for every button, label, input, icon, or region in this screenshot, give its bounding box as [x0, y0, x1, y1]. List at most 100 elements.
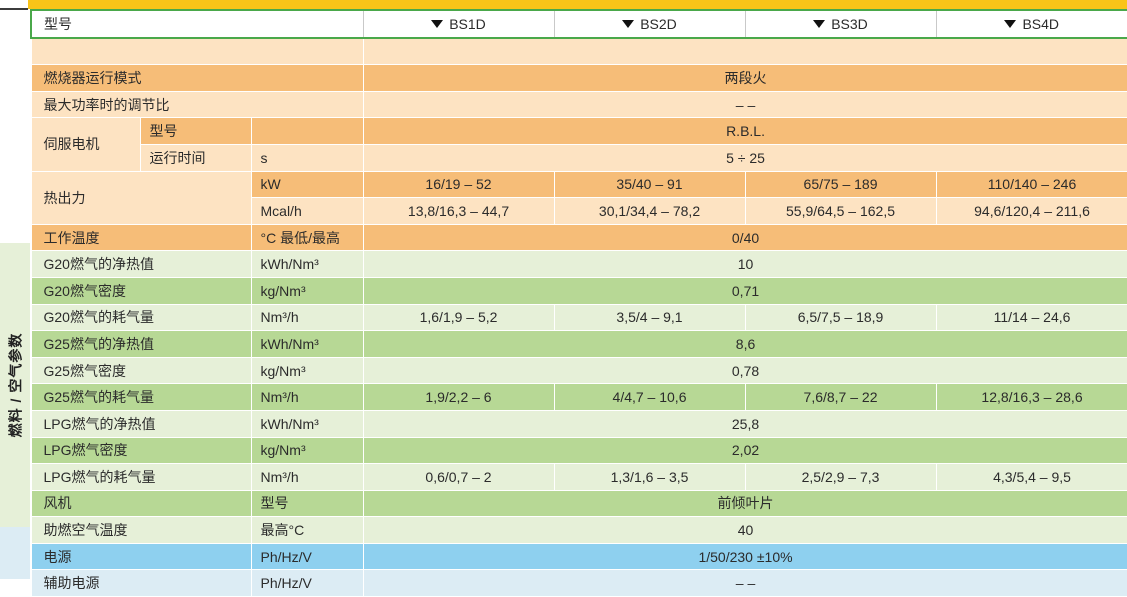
row-value: 55,9/64,5 – 162,5: [744, 197, 937, 225]
row-unit: Nm³/h: [250, 463, 364, 491]
model-name: BS2D: [640, 15, 677, 32]
row-label: 助燃空气温度: [30, 516, 252, 544]
row-label: LPG燃气密度: [30, 436, 252, 465]
table-row-g25-consumption: G25燃气的耗气量 Nm³/h 1,9/2,2 – 6 4/4,7 – 10,6…: [30, 383, 1127, 411]
row-label: G25燃气的耗气量: [30, 383, 252, 411]
row-value: 2,5/2,9 – 7,3: [744, 463, 937, 491]
row-value: 11/14 – 24,6: [935, 303, 1127, 332]
row-value: 3,5/4 – 9,1: [553, 303, 746, 332]
fuel-air-section-text: 燃料 / 空气参数: [7, 332, 24, 438]
row-label: 辅助电源: [30, 569, 252, 597]
row-value: 6,5/7,5 – 18,9: [744, 303, 937, 332]
row-value: 35/40 – 91: [553, 170, 746, 199]
row-label: 最大功率时的调节比: [30, 90, 364, 119]
spacer-cell: [30, 37, 364, 66]
model-column-bs1d[interactable]: BS1D: [362, 9, 555, 39]
row-value: R.B.L.: [362, 117, 1127, 145]
row-value: 110/140 – 246: [935, 170, 1127, 199]
triangle-down-icon: [431, 19, 444, 28]
electrical-section-band: [0, 527, 30, 579]
row-label: G20燃气的耗气量: [30, 303, 252, 332]
row-value: 0,71: [362, 276, 1127, 305]
row-label: 伺服电机: [30, 117, 141, 172]
row-value: 1,6/1,9 – 5,2: [362, 303, 555, 332]
row-value: 两段火: [362, 64, 1127, 92]
row-value: 2,02: [362, 436, 1127, 465]
table-row-g25-density: G25燃气密度 kg/Nm³ 0,78: [30, 356, 1127, 385]
table-row-ratio: 最大功率时的调节比 – –: [30, 90, 1127, 119]
row-unit: [250, 117, 364, 145]
row-value: 4,3/5,4 – 9,5: [935, 463, 1127, 491]
row-label: G20燃气密度: [30, 276, 252, 305]
model-name: BS3D: [831, 15, 868, 32]
row-unit: kg/Nm³: [250, 436, 364, 465]
row-unit: kg/Nm³: [250, 276, 364, 305]
row-value: 13,8/16,3 – 44,7: [362, 197, 555, 225]
row-unit: Ph/Hz/V: [250, 542, 364, 571]
row-unit: kWh/Nm³: [250, 330, 364, 358]
table-row-air-temp: 助燃空气温度 最高°C 40: [30, 516, 1127, 544]
row-value: 40: [362, 516, 1127, 544]
row-unit: Nm³/h: [250, 383, 364, 411]
row-label: G25燃气密度: [30, 356, 252, 385]
row-unit: 型号: [250, 489, 364, 518]
table-row-heat-kw: 热出力 kW 16/19 – 52 35/40 – 91 65/75 – 189…: [30, 170, 1127, 225]
fuel-air-section-label: 燃料 / 空气参数: [0, 243, 30, 527]
row-value: 0,6/0,7 – 2: [362, 463, 555, 491]
row-value: 12,8/16,3 – 28,6: [935, 383, 1127, 411]
row-sublabel: 运行时间: [139, 143, 252, 172]
row-value: 10: [362, 250, 1127, 278]
model-column-bs4d[interactable]: BS4D: [935, 9, 1127, 39]
model-name: BS1D: [449, 15, 486, 32]
row-value: 8,6: [362, 330, 1127, 358]
top-rule: [0, 8, 28, 10]
table-row-lpg-consumption: LPG燃气的耗气量 Nm³/h 0,6/0,7 – 2 1,3/1,6 – 3,…: [30, 463, 1127, 491]
table-row-heat-mcal: Mcal/h 13,8/16,3 – 44,7 30,1/34,4 – 78,2…: [31, 197, 1127, 225]
triangle-down-icon: [813, 19, 826, 28]
row-label: LPG燃气的净热值: [30, 409, 252, 438]
triangle-down-icon: [622, 19, 635, 28]
model-name: BS4D: [1022, 15, 1060, 32]
row-value: 5 ÷ 25: [362, 143, 1127, 172]
table-row-g20-consumption: G20燃气的耗气量 Nm³/h 1,6/1,9 – 5,2 3,5/4 – 9,…: [30, 303, 1127, 332]
row-value: 65/75 – 189: [744, 170, 937, 199]
row-value: 0,78: [362, 356, 1127, 385]
spec-table: 型号 BS1D BS2D BS3D BS4D 燃烧器运行模式 两段火 最大功率时…: [29, 9, 1127, 597]
fuel-section-band: [0, 243, 30, 527]
table-row-power: 电源 Ph/Hz/V 1/50/230 ±10%: [30, 542, 1127, 571]
row-label: 热出力: [30, 170, 252, 225]
row-unit: kWh/Nm³: [250, 250, 364, 278]
model-column-bs2d[interactable]: BS2D: [553, 9, 746, 39]
table-row-lpg-heat: LPG燃气的净热值 kWh/Nm³ 25,8: [30, 409, 1127, 438]
row-unit: kW: [250, 170, 364, 199]
row-value: 7,6/8,7 – 22: [744, 383, 937, 411]
table-row-mode: 燃烧器运行模式 两段火: [30, 64, 1127, 92]
row-unit: Ph/Hz/V: [250, 569, 364, 597]
row-label: 燃烧器运行模式: [30, 64, 364, 92]
row-label: G25燃气的净热值: [30, 330, 252, 358]
row-unit: s: [250, 143, 364, 172]
row-sublabel: 型号: [139, 117, 252, 145]
row-value: 4/4,7 – 10,6: [553, 383, 746, 411]
top-accent-bar: [28, 0, 1127, 9]
header-label: 型号: [29, 9, 364, 39]
row-label: 电源: [30, 542, 252, 571]
row-value: 30,1/34,4 – 78,2: [553, 197, 746, 225]
row-value: – –: [362, 90, 1127, 119]
row-value: 16/19 – 52: [362, 170, 555, 199]
table-row-g20-heat: G20燃气的净热值 kWh/Nm³ 10: [30, 250, 1127, 278]
triangle-down-icon: [1004, 19, 1017, 28]
row-value: 0/40: [362, 223, 1127, 252]
row-label: 风机: [30, 489, 252, 518]
model-column-bs3d[interactable]: BS3D: [744, 9, 937, 39]
table-row-fan: 风机 型号 前倾叶片: [30, 489, 1127, 518]
table-row-lpg-density: LPG燃气密度 kg/Nm³ 2,02: [30, 436, 1127, 465]
row-unit: kWh/Nm³: [250, 409, 364, 438]
row-unit: Mcal/h: [250, 197, 364, 225]
row-label: LPG燃气的耗气量: [30, 463, 252, 491]
row-value: 25,8: [362, 409, 1127, 438]
row-value: 1,9/2,2 – 6: [362, 383, 555, 411]
row-label: 工作温度: [30, 223, 252, 252]
spacer-cell: [362, 37, 1127, 66]
row-value: 1/50/230 ±10%: [362, 542, 1127, 571]
